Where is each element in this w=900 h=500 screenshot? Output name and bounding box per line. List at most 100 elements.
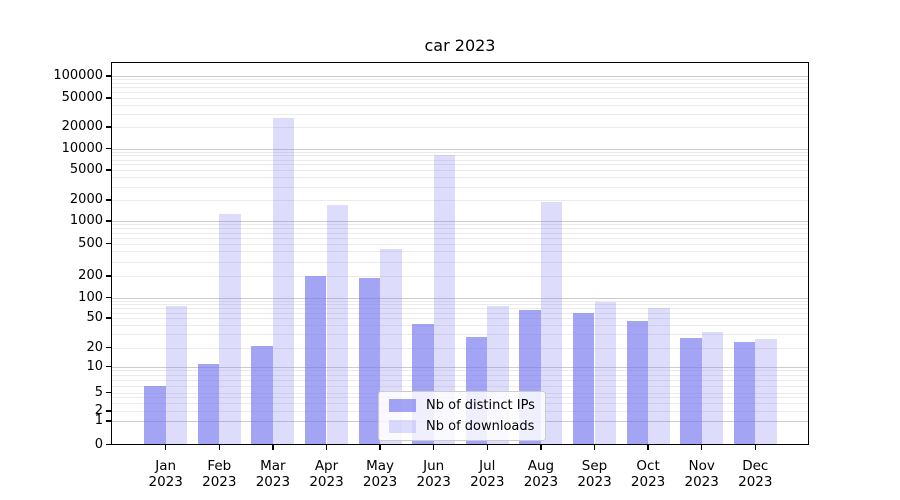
legend-item-distinct-ips: Nb of distinct IPs bbox=[389, 398, 535, 413]
y-gridline-minor bbox=[111, 155, 809, 157]
y-gridline-minor bbox=[111, 251, 809, 253]
y-gridline-minor bbox=[111, 232, 809, 234]
y-tick-mark bbox=[106, 365, 111, 368]
y-tick-label: 200 bbox=[78, 268, 103, 283]
x-tick-mark bbox=[165, 445, 167, 450]
bar-downloads-dec bbox=[755, 339, 777, 445]
y-tick-mark bbox=[106, 242, 111, 245]
y-gridline-major bbox=[111, 221, 809, 222]
y-tick-mark bbox=[106, 444, 111, 446]
y-gridline-minor bbox=[111, 151, 809, 153]
legend-swatch-downloads bbox=[389, 420, 416, 433]
y-gridline-minor bbox=[111, 186, 809, 188]
y-gridline-minor bbox=[111, 276, 809, 277]
y-tick-label: 100000 bbox=[53, 68, 103, 83]
x-tick-label: Sep 2023 bbox=[577, 458, 612, 490]
y-gridline-minor bbox=[111, 370, 809, 372]
x-tick-mark bbox=[701, 445, 703, 450]
x-tick-label: Oct 2023 bbox=[630, 458, 666, 490]
chart-title: car 2023 bbox=[424, 36, 496, 55]
y-tick-label: 1 bbox=[94, 413, 103, 428]
y-gridline-minor bbox=[111, 127, 809, 128]
x-tick-mark bbox=[325, 445, 328, 450]
y-tick-mark bbox=[106, 169, 111, 171]
legend-label-downloads: Nb of downloads bbox=[426, 419, 535, 434]
legend: Nb of distinct IPs Nb of downloads bbox=[378, 391, 546, 441]
y-tick-label: 5000 bbox=[69, 162, 103, 177]
legend-swatch-distinct-ips bbox=[389, 399, 416, 412]
y-tick-mark bbox=[106, 317, 111, 319]
bar-downloads-apr bbox=[326, 204, 349, 445]
x-tick-label: Aug 2023 bbox=[523, 458, 559, 490]
y-tick-mark bbox=[106, 410, 111, 412]
y-gridline-major bbox=[111, 366, 809, 368]
x-tick-mark bbox=[379, 445, 381, 450]
y-gridline-minor bbox=[111, 261, 809, 263]
x-tick-label: May 2023 bbox=[362, 458, 398, 490]
y-gridline-minor bbox=[111, 177, 809, 179]
y-gridline-minor bbox=[111, 300, 809, 302]
x-tick-mark bbox=[272, 445, 274, 450]
y-gridline-minor bbox=[111, 304, 809, 306]
y-tick-label: 50 bbox=[86, 310, 103, 325]
y-gridline-minor bbox=[111, 159, 809, 161]
y-tick-label: 2000 bbox=[69, 192, 103, 207]
y-gridline-minor bbox=[111, 98, 809, 99]
y-gridline-minor bbox=[111, 105, 809, 107]
bar-distinct-ips-dec bbox=[733, 341, 756, 445]
y-gridline-minor bbox=[111, 347, 809, 349]
y-gridline-minor bbox=[111, 385, 809, 387]
bar-distinct-ips-apr bbox=[304, 276, 327, 445]
y-tick-label: 5 bbox=[94, 384, 103, 400]
y-gridline-minor bbox=[111, 243, 809, 245]
x-tick-mark bbox=[218, 445, 220, 450]
y-gridline-major bbox=[111, 297, 809, 299]
y-tick-label: 50000 bbox=[61, 90, 103, 105]
y-gridline-minor bbox=[111, 114, 809, 116]
y-tick-mark bbox=[106, 392, 111, 394]
bar-distinct-ips-mar bbox=[251, 345, 273, 445]
y-gridline-minor bbox=[111, 237, 809, 239]
x-tick-label: Jul 2023 bbox=[470, 458, 505, 490]
x-tick-mark bbox=[593, 445, 596, 450]
bar-distinct-ips-nov bbox=[680, 337, 702, 445]
y-tick-mark bbox=[106, 75, 111, 77]
y-gridline-minor bbox=[111, 92, 809, 94]
y-tick-label: 100 bbox=[78, 289, 103, 305]
y-tick-label: 0 bbox=[94, 436, 103, 452]
bar-downloads-jan bbox=[165, 306, 188, 445]
y-tick-label: 10000 bbox=[61, 140, 103, 156]
y-tick-mark bbox=[106, 275, 111, 277]
y-gridline-minor bbox=[111, 164, 809, 166]
y-tick-mark bbox=[106, 220, 111, 222]
bar-downloads-sep bbox=[594, 302, 617, 445]
bar-downloads-mar bbox=[272, 117, 295, 445]
plot-area bbox=[111, 62, 809, 445]
y-gridline-minor bbox=[111, 318, 809, 319]
x-tick-label: Apr 2023 bbox=[309, 458, 344, 490]
x-tick-label: Nov 2023 bbox=[684, 458, 719, 490]
bar-downloads-feb bbox=[219, 214, 241, 445]
y-gridline-minor bbox=[111, 228, 809, 230]
y-tick-mark bbox=[106, 346, 111, 349]
x-tick-label: Mar 2023 bbox=[255, 458, 291, 490]
y-gridline-minor bbox=[111, 379, 809, 381]
bar-distinct-ips-sep bbox=[572, 312, 595, 445]
bar-downloads-nov bbox=[701, 332, 724, 445]
y-tick-mark bbox=[106, 296, 111, 299]
y-tick-label: 2 bbox=[94, 403, 103, 418]
x-tick-label: Feb 2023 bbox=[202, 458, 237, 490]
y-tick-mark bbox=[106, 147, 111, 150]
x-tick-label: Jun 2023 bbox=[416, 458, 451, 490]
y-gridline-minor bbox=[111, 312, 809, 314]
bar-distinct-ips-jan bbox=[144, 385, 166, 445]
bar-distinct-ips-feb bbox=[197, 363, 220, 445]
y-gridline-minor bbox=[111, 79, 809, 81]
y-gridline-minor bbox=[111, 325, 809, 327]
x-tick-mark bbox=[754, 445, 756, 450]
x-tick-mark bbox=[433, 445, 435, 450]
legend-item-downloads: Nb of downloads bbox=[389, 419, 535, 434]
x-tick-mark bbox=[486, 445, 488, 450]
bar-distinct-ips-oct bbox=[626, 321, 649, 445]
